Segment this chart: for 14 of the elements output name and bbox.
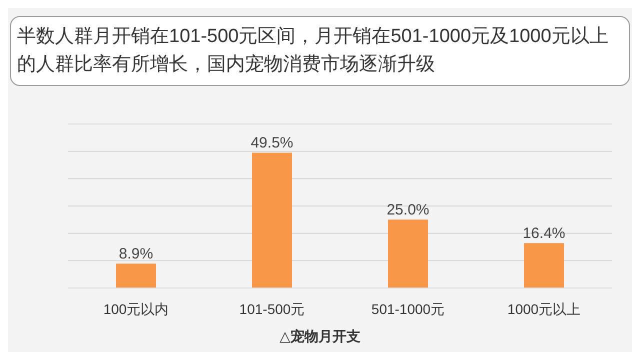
x-tick-label: 501-1000元 — [371, 300, 445, 317]
bar — [252, 152, 292, 288]
x-tick-label: 1000元以上 — [507, 300, 581, 317]
x-tick-label: 101-500元 — [239, 300, 305, 317]
data-label: 49.5% — [250, 134, 294, 152]
data-label: 8.9% — [118, 246, 154, 263]
x-axis-title: △宠物月开支 — [278, 328, 362, 346]
bar — [116, 264, 156, 288]
chart-title: 半数人群月开销在101-500元区间，月开销在501-1000元及1000元以上的人群比率有所增长，国内宠物消费市场逐渐升级 — [10, 16, 630, 86]
data-label: 25.0% — [386, 202, 430, 219]
data-label: 16.4% — [522, 225, 566, 242]
bar — [524, 243, 564, 288]
x-tick-label: 100元以内 — [103, 300, 169, 317]
bar — [388, 220, 428, 288]
